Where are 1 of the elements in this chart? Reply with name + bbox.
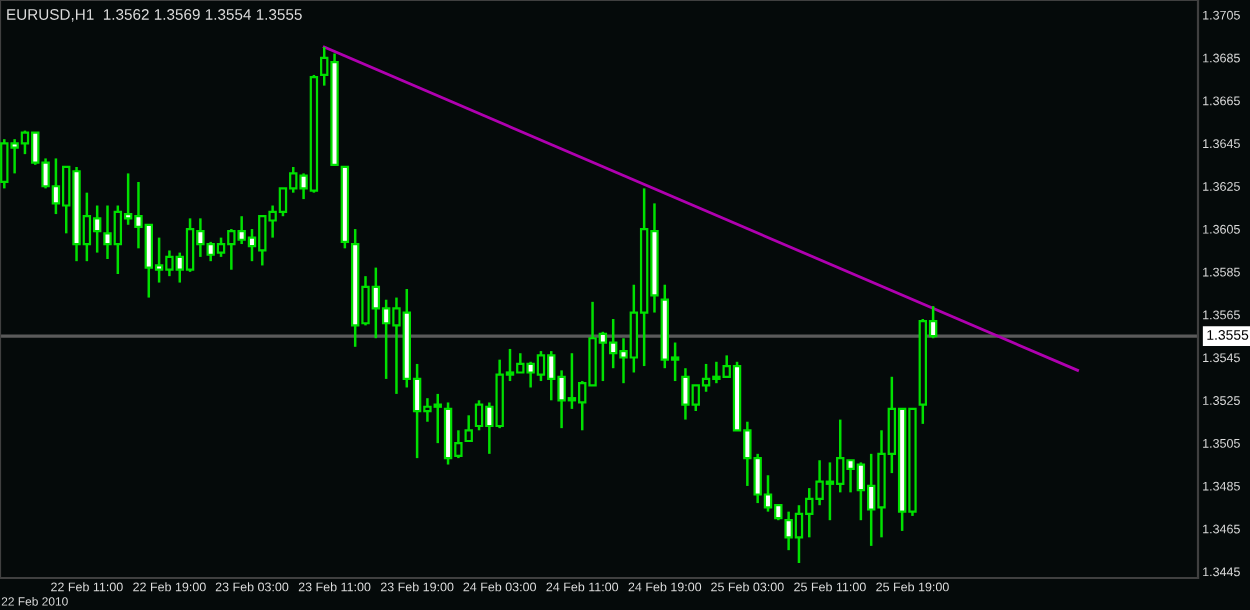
candlestick xyxy=(464,414,473,443)
